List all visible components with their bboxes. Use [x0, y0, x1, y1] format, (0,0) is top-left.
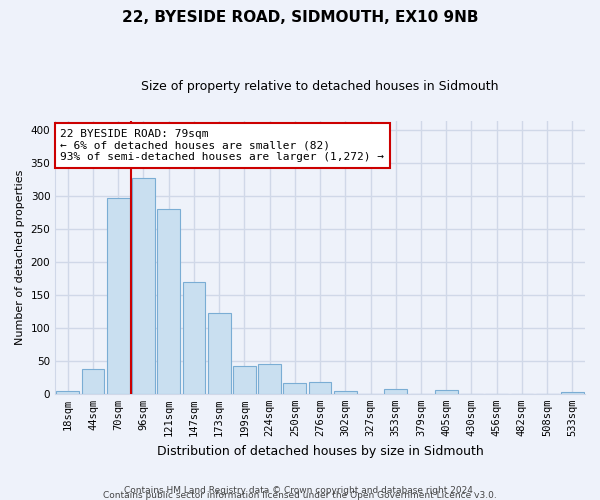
Bar [82, 370, 104, 394]
Bar [334, 390, 356, 394]
Bar [258, 364, 281, 394]
Bar [283, 382, 306, 394]
Bar [435, 390, 458, 394]
X-axis label: Distribution of detached houses by size in Sidmouth: Distribution of detached houses by size … [157, 444, 484, 458]
Bar [385, 389, 407, 394]
Bar [182, 282, 205, 394]
Bar [157, 210, 180, 394]
Bar [132, 178, 155, 394]
Bar [233, 366, 256, 394]
Text: 22 BYESIDE ROAD: 79sqm
← 6% of detached houses are smaller (82)
93% of semi-deta: 22 BYESIDE ROAD: 79sqm ← 6% of detached … [61, 129, 385, 162]
Y-axis label: Number of detached properties: Number of detached properties [15, 170, 25, 345]
Text: Contains HM Land Registry data © Crown copyright and database right 2024.: Contains HM Land Registry data © Crown c… [124, 486, 476, 495]
Bar [561, 392, 584, 394]
Bar [309, 382, 331, 394]
Text: Contains public sector information licensed under the Open Government Licence v3: Contains public sector information licen… [103, 490, 497, 500]
Bar [56, 390, 79, 394]
Title: Size of property relative to detached houses in Sidmouth: Size of property relative to detached ho… [142, 80, 499, 93]
Bar [107, 198, 130, 394]
Text: 22, BYESIDE ROAD, SIDMOUTH, EX10 9NB: 22, BYESIDE ROAD, SIDMOUTH, EX10 9NB [122, 10, 478, 25]
Bar [208, 313, 230, 394]
